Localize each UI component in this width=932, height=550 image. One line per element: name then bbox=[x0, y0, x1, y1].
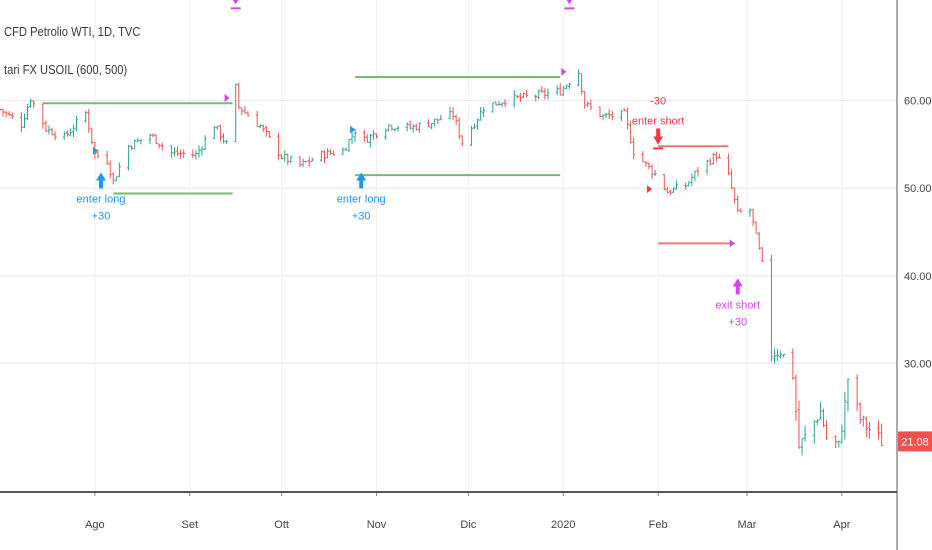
strategy-label: tari FX USOIL (600, 500) bbox=[4, 62, 128, 77]
arrow-up-icon bbox=[356, 172, 367, 189]
marker-label: +30 bbox=[352, 210, 371, 222]
y-tick-label: 40.00 bbox=[904, 271, 932, 283]
arrow-down-icon bbox=[653, 128, 664, 145]
trade-markers: enter long +30 enter long +30 -30 enter short… bbox=[77, 0, 760, 328]
entry-arrow bbox=[647, 185, 653, 194]
trade-marker: -30 enter short bbox=[632, 95, 685, 150]
symbol-title: CFD Petrolio WTI, 1D, TVC bbox=[4, 24, 141, 39]
marker-label: +30 bbox=[728, 316, 747, 328]
arrow-up-icon bbox=[732, 278, 743, 295]
trade-marker: enter long +30 bbox=[337, 172, 386, 222]
marker-label: +30 bbox=[92, 210, 111, 222]
arrow-down-icon bbox=[566, 0, 573, 5]
x-tick-label: Ago bbox=[85, 519, 105, 531]
entry-arrow bbox=[561, 67, 567, 76]
x-tick-label: Feb bbox=[649, 519, 668, 531]
y-tick-label: 50.00 bbox=[904, 183, 932, 195]
marker-label: enter long bbox=[77, 193, 126, 205]
entry-arrow bbox=[729, 239, 735, 248]
candles bbox=[0, 69, 884, 456]
trade-marker: exit short +30 bbox=[715, 278, 760, 328]
marker-label: enter long bbox=[337, 193, 386, 205]
grid bbox=[0, 0, 897, 492]
x-tick-label: Set bbox=[182, 519, 199, 531]
marker-label: enter short bbox=[632, 115, 685, 127]
trade-levels bbox=[42, 76, 735, 245]
y-tick-label: 60.00 bbox=[904, 96, 932, 108]
x-tick-label: 2020 bbox=[551, 519, 575, 531]
arrow-down-icon bbox=[232, 0, 239, 5]
x-tick-label: Ott bbox=[274, 519, 289, 531]
entry-arrow bbox=[92, 146, 98, 155]
trade-marker: enter long +30 bbox=[77, 172, 126, 222]
entry-arrow bbox=[224, 94, 230, 103]
last-price-badge bbox=[898, 431, 932, 452]
y-tick-label: 30.00 bbox=[904, 358, 932, 370]
last-price-label: 21.08 bbox=[901, 436, 929, 448]
x-tick-label: Mar bbox=[737, 519, 756, 531]
trade-marker bbox=[564, 0, 575, 10]
marker-label: -30 bbox=[650, 95, 666, 107]
entry-arrow bbox=[350, 125, 356, 134]
x-tick-label: Apr bbox=[833, 519, 850, 531]
x-tick-label: Dic bbox=[460, 519, 476, 531]
trade-marker bbox=[230, 0, 241, 10]
arrow-up-icon bbox=[96, 172, 107, 189]
x-tick-label: Nov bbox=[367, 519, 387, 531]
marker-label: exit short bbox=[715, 299, 760, 311]
